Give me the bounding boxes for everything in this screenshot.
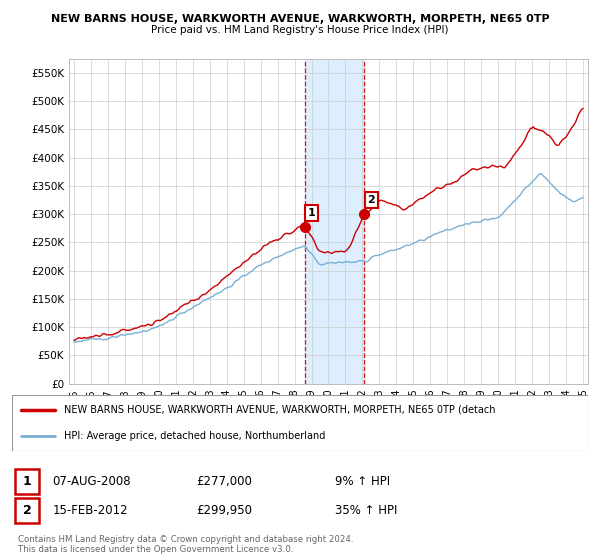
Text: Price paid vs. HM Land Registry's House Price Index (HPI): Price paid vs. HM Land Registry's House … <box>151 25 449 35</box>
Text: NEW BARNS HOUSE, WARKWORTH AVENUE, WARKWORTH, MORPETH, NE65 0TP: NEW BARNS HOUSE, WARKWORTH AVENUE, WARKW… <box>50 14 550 24</box>
Bar <box>305 59 364 384</box>
Text: This data is licensed under the Open Government Licence v3.0.: This data is licensed under the Open Gov… <box>18 545 293 554</box>
Text: £299,950: £299,950 <box>196 504 253 517</box>
Text: 1: 1 <box>308 208 316 218</box>
Text: 1: 1 <box>23 475 31 488</box>
Text: 2: 2 <box>367 195 375 205</box>
Text: 15-FEB-2012: 15-FEB-2012 <box>52 504 128 517</box>
Text: HPI: Average price, detached house, Northumberland: HPI: Average price, detached house, Nort… <box>64 431 325 441</box>
Text: Contains HM Land Registry data © Crown copyright and database right 2024.: Contains HM Land Registry data © Crown c… <box>18 535 353 544</box>
Text: 07-AUG-2008: 07-AUG-2008 <box>52 475 131 488</box>
Text: 2: 2 <box>23 504 31 517</box>
Bar <box>15 498 39 524</box>
Text: 35% ↑ HPI: 35% ↑ HPI <box>335 504 397 517</box>
Bar <box>15 469 39 494</box>
Text: NEW BARNS HOUSE, WARKWORTH AVENUE, WARKWORTH, MORPETH, NE65 0TP (detach: NEW BARNS HOUSE, WARKWORTH AVENUE, WARKW… <box>64 405 496 415</box>
Text: 9% ↑ HPI: 9% ↑ HPI <box>335 475 389 488</box>
Text: £277,000: £277,000 <box>196 475 252 488</box>
